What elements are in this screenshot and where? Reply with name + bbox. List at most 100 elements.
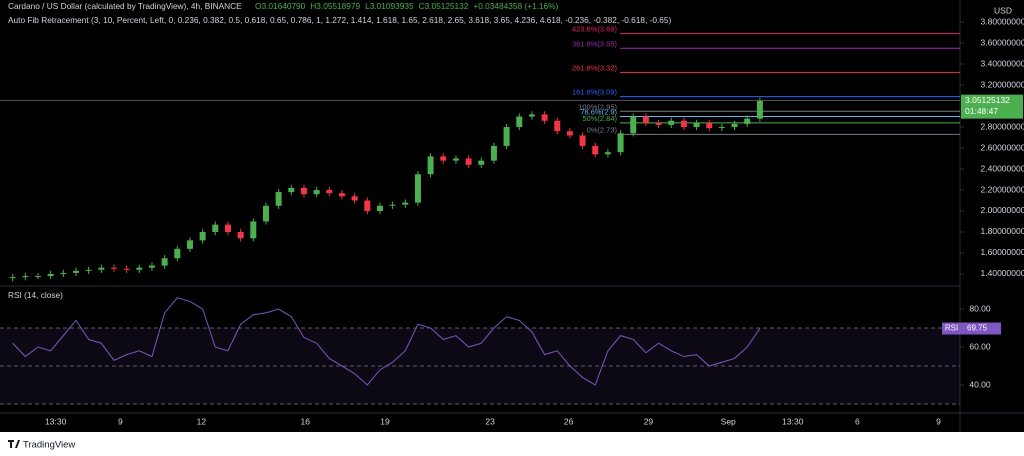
candle-body: [490, 145, 497, 161]
candle-body: [414, 174, 421, 203]
candle-body: [351, 196, 358, 201]
y-tick-label: 60.00: [969, 341, 991, 351]
ohlc-value: +0.03484358 (+1.16%): [473, 1, 558, 11]
candle-body: [642, 116, 649, 123]
candle-body: [123, 268, 130, 270]
candle-body: [174, 248, 181, 259]
y-tick-label: 2.60000000: [981, 142, 1024, 152]
y-tick-label: 1.40000000: [981, 268, 1024, 278]
candle-body: [731, 123, 738, 128]
x-tick-label: 13:30: [45, 416, 67, 426]
ohlc-value: L3.01093935: [365, 1, 414, 11]
candle-body: [148, 265, 155, 268]
candle-body: [756, 100, 763, 119]
candle-body: [389, 204, 396, 206]
x-tick-label: Sep: [721, 416, 736, 426]
axis-unit: USD: [994, 5, 1012, 15]
candle-body: [110, 267, 117, 269]
candle-body: [262, 205, 269, 222]
candle-body: [364, 200, 371, 211]
x-tick-label: 19: [380, 416, 390, 426]
ohlc-value: H3.05518979: [310, 1, 360, 11]
rsi-band: [0, 328, 960, 405]
last-price: 3.05125132: [965, 95, 1010, 105]
y-tick-label: 1.60000000: [981, 247, 1024, 257]
candle-body: [566, 131, 573, 136]
x-tick-label: 16: [300, 416, 310, 426]
x-tick-label: 29: [644, 416, 654, 426]
countdown: 01:48:47: [965, 106, 998, 116]
last-value: 69.75: [967, 324, 988, 333]
fib-label: 423.6%(3.69): [572, 25, 618, 34]
fib-label: 261.8%(3.32): [572, 63, 618, 72]
tradingview-logo: TradingView: [8, 440, 75, 451]
candle-body: [212, 224, 219, 232]
y-tick-label: 3.20000000: [981, 79, 1024, 89]
candle-body: [630, 116, 637, 134]
candle-body: [250, 221, 257, 239]
y-tick-label: 3.80000000: [981, 16, 1024, 26]
candle-body: [452, 158, 459, 161]
candle-body: [706, 122, 713, 129]
candle-body: [161, 258, 168, 266]
candle-body: [516, 116, 523, 128]
candle-body: [72, 270, 79, 273]
candle-body: [326, 190, 333, 194]
x-tick-label: 26: [564, 416, 574, 426]
candle-body: [85, 269, 92, 271]
x-tick-label: 6: [855, 416, 860, 426]
x-tick-label: 13:30: [782, 416, 804, 426]
candle-body: [288, 187, 295, 193]
rsi-title: RSI (14, close): [8, 290, 63, 300]
candle-body: [34, 276, 41, 278]
candle-body: [136, 267, 143, 270]
ohlc-value: C3.05125132: [419, 1, 469, 11]
fib-label: 100%(2.95): [578, 102, 617, 111]
y-tick-label: 3.60000000: [981, 37, 1024, 47]
rsi-line: [12, 297, 761, 386]
y-tick-label: 3.40000000: [981, 58, 1024, 68]
candle-body: [47, 273, 54, 277]
ohlc-value: O3.01640790: [255, 1, 306, 11]
x-tick-label: 9: [118, 416, 123, 426]
candle-body: [718, 127, 725, 129]
candle-body: [744, 118, 751, 124]
y-tick-label: 80.00: [969, 303, 991, 313]
candle-body: [528, 114, 535, 117]
value-badge: [961, 322, 1001, 335]
x-tick-label: 23: [485, 416, 495, 426]
candle-body: [186, 240, 193, 249]
fib-label: 50%(2.84): [582, 114, 617, 123]
chart-title: Cardano / US Dollar (calculated by Tradi…: [8, 1, 242, 11]
x-tick-label: 9: [936, 416, 941, 426]
candle-body: [440, 156, 447, 161]
candle-body: [465, 158, 472, 165]
candle-body: [693, 122, 700, 128]
candle-body: [604, 152, 611, 155]
y-tick-label: 2.80000000: [981, 121, 1024, 131]
logo-icon: [8, 440, 20, 448]
candle-body: [237, 231, 244, 239]
candle-body: [338, 193, 345, 197]
legend-name: RSI: [945, 324, 958, 333]
candle-body: [592, 145, 599, 155]
legend-badge: [942, 322, 961, 335]
candle-body: [478, 160, 485, 165]
candle-body: [579, 135, 586, 146]
candle-body: [503, 127, 510, 146]
brand: TradingView: [23, 440, 75, 451]
price-badge: [961, 94, 1023, 119]
y-tick-label: 1.80000000: [981, 226, 1024, 236]
y-tick-label: 2.00000000: [981, 205, 1024, 215]
candle-body: [199, 231, 206, 241]
y-tick-label: 2.40000000: [981, 163, 1024, 173]
candle-body: [680, 120, 687, 128]
candle-body: [427, 156, 434, 175]
candle-body: [541, 114, 548, 121]
y-tick-label: 2.20000000: [981, 184, 1024, 194]
fib-label: 0%(2.73): [587, 125, 618, 134]
candle-body: [275, 192, 282, 206]
candle-body: [9, 277, 16, 279]
